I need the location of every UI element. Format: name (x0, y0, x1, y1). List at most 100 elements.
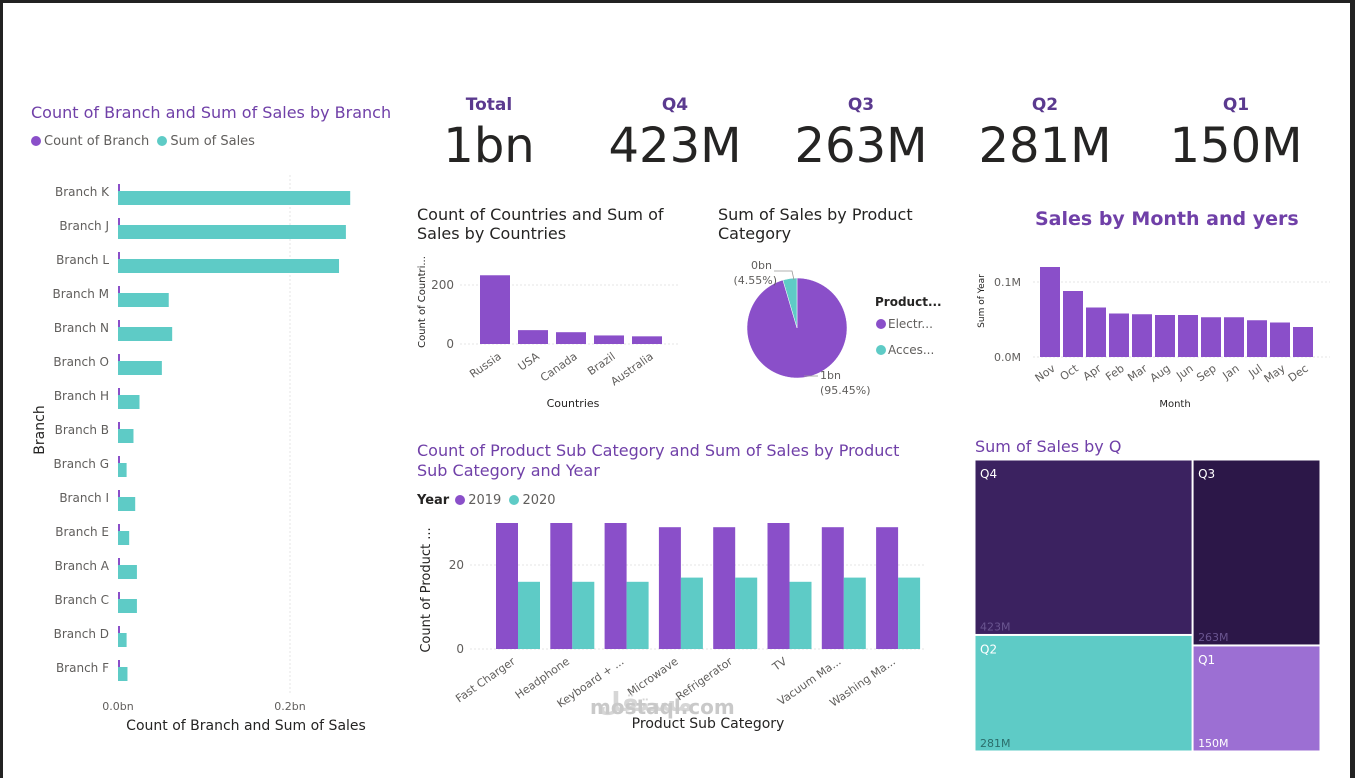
branch-tick-label: Branch B (55, 423, 109, 437)
countries-bar (632, 336, 662, 344)
countries-chart-title: Count of Countries and Sum of Sales by C… (417, 205, 664, 243)
countries-xtick-label: Russia (467, 350, 503, 381)
subcat-bar-2019 (713, 527, 736, 649)
kpi-q3-label: Q3 (847, 95, 875, 115)
branch-sales-bar (118, 565, 137, 579)
month-bar (1178, 315, 1198, 357)
legend-sum-sales: Sum of Sales (170, 134, 255, 149)
subcat-chart-title: Count of Product Sub Category and Sum of… (417, 441, 900, 480)
treemap-cell-label: Q1 (1198, 653, 1215, 667)
month-bar (1201, 317, 1221, 357)
subcat-chart-legend: Year 2019 2020 (417, 493, 556, 508)
subcat-xtick-label: TV (769, 655, 789, 675)
subcat-bar-2019 (496, 523, 518, 649)
branch-sales-bar (118, 327, 173, 341)
kpi-total-label: Total (465, 95, 513, 115)
branch-sales-bar (118, 293, 169, 307)
month-bar (1224, 317, 1244, 357)
month-bar (1247, 320, 1267, 357)
kpi-total-value: 1bn (443, 118, 535, 174)
branch-sales-bar (118, 361, 162, 375)
month-xtick-label: Oct (1058, 361, 1082, 383)
branch-tick-label: Branch A (55, 559, 110, 573)
branch-yaxis-title: Branch (32, 405, 48, 454)
subcat-bar-2020 (735, 577, 758, 649)
month-bar (1132, 314, 1152, 357)
branch-xtick-label: 0.2bn (274, 700, 305, 713)
month-bar (1270, 322, 1290, 357)
pie-legend-label: Electr... (888, 317, 933, 331)
countries-bar (480, 275, 510, 344)
month-xtick-label: Aug (1148, 362, 1173, 385)
month-bar (1293, 327, 1313, 357)
subcat-bar-2019 (821, 527, 844, 649)
branch-sales-bar (118, 191, 351, 205)
subcat-bar-2020 (789, 581, 812, 649)
branch-xtick-label: 0.0bn (102, 700, 133, 713)
subcat-yaxis-title: Count of Product ... (419, 527, 434, 652)
legend-count-branch: Count of Branch (44, 134, 150, 149)
pie-chart-title: Sum of Sales by Product Category (718, 205, 913, 243)
countries-xtick-label: Canada (538, 350, 580, 385)
subcat-bar-2019 (876, 527, 899, 649)
branch-sales-bar (118, 395, 140, 409)
branch-sales-bar (118, 225, 346, 239)
branch-tick-label: Branch I (59, 491, 109, 505)
month-yaxis-title: Sum of Year (977, 274, 987, 328)
month-bar (1063, 291, 1083, 357)
treemap-title: Sum of Sales by Q (975, 437, 1122, 456)
treemap-svg: Q4 423M Q3 263M Q2 281M Q1 150M (975, 460, 1320, 751)
kpi-q2-label: Q2 (1031, 95, 1059, 115)
countries-bar (594, 335, 624, 344)
countries-ytick-label: 200 (431, 278, 454, 292)
treemap-cell (975, 635, 1192, 751)
branch-sales-bar (118, 497, 136, 511)
branch-chart-svg: Branch K Branch J Branch L Branch M Branch N… (32, 175, 366, 734)
pie-legend-dot-icon (876, 345, 886, 355)
legend-dot-2019-icon (455, 495, 466, 505)
month-xtick-label: Jan (1220, 362, 1242, 383)
treemap-cell-label: Q2 (980, 642, 997, 656)
kpi-q2-value: 281M (978, 118, 1112, 174)
month-xtick-label: Apr (1081, 362, 1104, 384)
countries-yaxis-title: Count of Countri... (417, 256, 428, 348)
month-xtick-label: Nov (1033, 362, 1058, 385)
branch-tick-label: Branch G (54, 457, 109, 471)
pie-data-label: 0bn (751, 259, 772, 272)
pie-data-label: (95.45%) (820, 384, 871, 397)
subcat-bar-2019 (767, 523, 790, 649)
month-xtick-label: Jul (1246, 362, 1265, 381)
month-xtick-label: Feb (1103, 362, 1126, 384)
treemap-value-label: 150M (1198, 737, 1229, 750)
month-chart-title: Sales by Month and yers (1035, 208, 1299, 230)
watermark-arabic: مستقل (598, 688, 694, 718)
month-xaxis-title: Month (1159, 399, 1190, 410)
month-bar (1155, 315, 1175, 357)
branch-chart-title: Count of Branch and Sum of Sales by Bran… (31, 103, 392, 122)
month-xtick-label: Mar (1125, 362, 1150, 385)
subcat-legend-title: Year (417, 493, 450, 508)
countries-ytick-label: 0 (446, 337, 454, 351)
kpi-q4-value: 423M (608, 118, 742, 174)
subcat-ytick-label: 0 (456, 642, 464, 656)
watermark-text: mostaql.com (590, 695, 735, 719)
countries-xaxis-title: Countries (547, 397, 600, 410)
subcat-bar-2020 (626, 581, 649, 649)
treemap-cell-label: Q3 (1198, 467, 1215, 481)
kpi-q3-value: 263M (794, 118, 928, 174)
legend-dot-sales-icon (157, 136, 168, 146)
legend-2019: 2019 (468, 493, 502, 508)
pie-legend-title: Product... (875, 295, 942, 309)
treemap-cell (975, 460, 1192, 634)
treemap-value-label: 423M (980, 620, 1011, 633)
subcat-ytick-label: 20 (449, 558, 464, 572)
countries-xtick-label: USA (516, 350, 542, 374)
subcat-bar-2019 (604, 523, 627, 649)
branch-tick-label: Branch D (54, 627, 109, 641)
subcat-xaxis-title: Product Sub Category (632, 716, 785, 732)
treemap-cell (1193, 460, 1320, 645)
pie-data-label: (4.55%) (733, 274, 777, 287)
kpi-q1-value: 150M (1169, 118, 1303, 174)
